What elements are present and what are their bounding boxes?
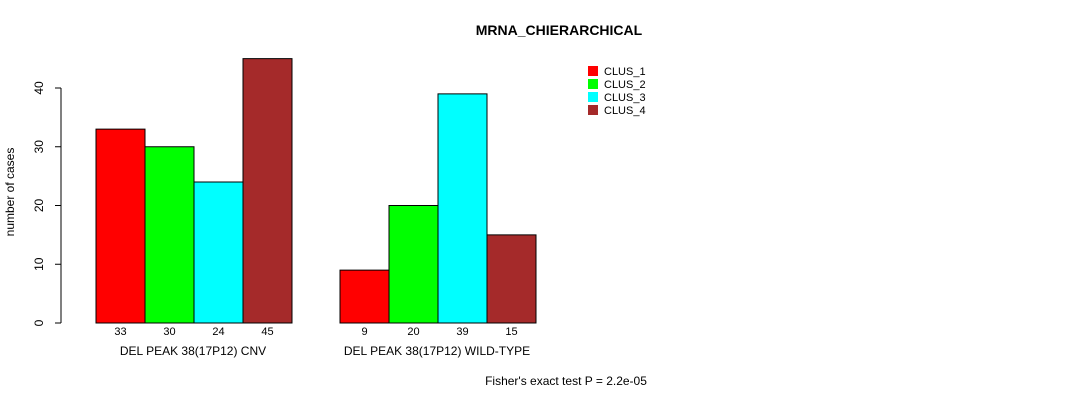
legend-label: CLUS_4	[604, 105, 646, 117]
chart-title: MRNA_CHIERARCHICAL	[476, 22, 643, 38]
bar-clus-2-group-2	[388, 205, 439, 324]
bar-labels-layer: 33 30 24 45 9 20 39 15	[114, 326, 517, 338]
y-tick-label: 40	[32, 81, 46, 95]
legend-swatch-clus-3	[588, 92, 598, 102]
legend-label: CLUS_3	[604, 92, 646, 104]
bar-value-label: 33	[114, 326, 126, 338]
bar-value-label: 30	[163, 326, 175, 338]
bar-clus-1-group-2	[339, 269, 390, 324]
bar-value-label: 39	[456, 326, 468, 338]
group-label-wild-type: DEL PEAK 38(17P12) WILD-TYPE	[344, 344, 530, 358]
bar-clus-2-group-1	[144, 146, 195, 324]
fisher-test-footnote: Fisher's exact test P = 2.2e-05	[485, 374, 647, 388]
y-tick-label: 10	[32, 257, 46, 271]
bar-clus-4-group-2	[486, 234, 537, 324]
legend-swatch-clus-2	[588, 79, 598, 89]
y-tick-label: 0	[32, 319, 46, 326]
bar-value-label: 9	[361, 326, 367, 338]
bar-clus-1-group-1	[95, 128, 146, 324]
y-tick-label: 30	[32, 140, 46, 154]
bar-clus-3-group-2	[437, 93, 488, 324]
group-label-cnv: DEL PEAK 38(17P12) CNV	[120, 344, 266, 358]
bar-value-label: 15	[505, 326, 517, 338]
bar-value-label: 20	[407, 326, 419, 338]
legend-label: CLUS_2	[604, 79, 646, 91]
bar-clus-3-group-1	[193, 181, 244, 324]
y-tick-label: 20	[32, 199, 46, 213]
bar-value-label: 24	[212, 326, 224, 338]
bar-clus-4-group-1	[242, 58, 293, 324]
y-axis: 0 10 20 30 40	[32, 81, 62, 326]
legend-swatch-clus-1	[588, 66, 598, 76]
y-axis-label: number of cases	[3, 148, 17, 237]
legend-swatch-clus-4	[588, 105, 598, 115]
bars-layer	[95, 58, 537, 324]
bar-value-label: 45	[261, 326, 273, 338]
legend-label: CLUS_1	[604, 66, 646, 78]
